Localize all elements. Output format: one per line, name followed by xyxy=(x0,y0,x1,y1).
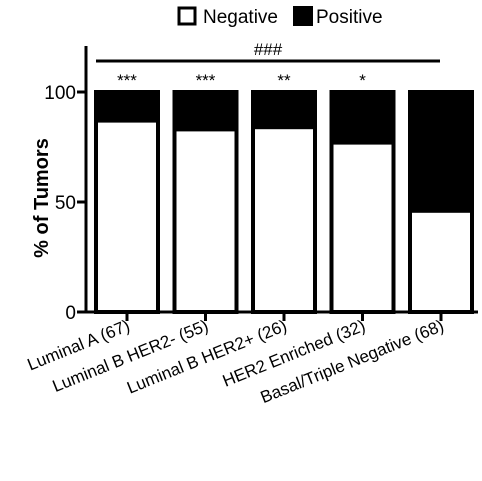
bracket-label: ### xyxy=(254,40,283,59)
y-tick-label: 0 xyxy=(65,303,76,324)
x-tick-labels: Luminal A (67)Luminal B HER2- (55)Lumina… xyxy=(25,316,447,407)
bar-negative xyxy=(251,125,317,314)
legend-label-negative: Negative xyxy=(203,7,278,28)
bar-positive xyxy=(329,90,396,145)
legend-swatch-positive xyxy=(293,6,313,26)
y-tick-label: 100 xyxy=(44,83,76,104)
bars: *** *** ** * xyxy=(94,71,474,321)
bar-positive xyxy=(251,90,317,130)
y-tick-label: 50 xyxy=(55,193,76,214)
y-ticks: 0 50 100 xyxy=(44,83,86,324)
y-axis-label: % of Tumors xyxy=(31,138,53,258)
legend: Negative Positive xyxy=(177,6,383,28)
significance-label: * xyxy=(359,71,366,90)
significance-label: *** xyxy=(196,71,216,90)
significance-label: ** xyxy=(277,71,291,90)
bar-positive xyxy=(94,90,160,123)
significance-bracket: ### xyxy=(96,40,440,63)
bar-positive xyxy=(172,90,239,132)
bar-negative xyxy=(94,118,160,314)
bar-negative xyxy=(329,140,396,314)
bar-negative xyxy=(172,127,239,314)
significance-label: *** xyxy=(117,71,137,90)
legend-label-positive: Positive xyxy=(316,7,383,28)
bar-negative xyxy=(408,208,474,314)
legend-swatch-negative xyxy=(177,6,197,26)
bar-positive xyxy=(408,90,474,213)
